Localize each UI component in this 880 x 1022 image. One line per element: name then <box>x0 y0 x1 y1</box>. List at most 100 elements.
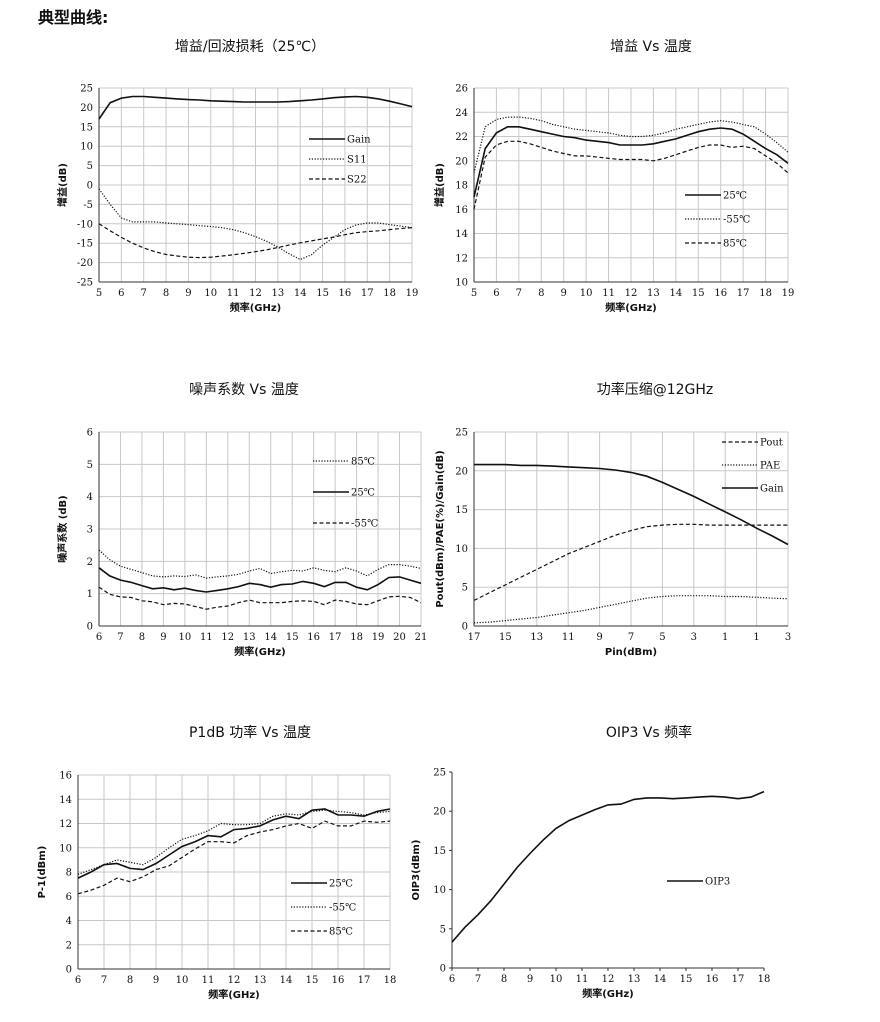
legend-label-Pout: Pout <box>760 438 783 449</box>
x-tick-label: 8 <box>163 288 169 299</box>
x-tick-label: 8 <box>139 632 145 643</box>
y-tick-label: -20 <box>77 258 93 269</box>
y-axis-title: Pout(dBm)/PAE(%)/Gain(dB) <box>435 450 446 607</box>
chart-title-gain-return-loss: 增益/回波损耗（25℃） <box>174 39 326 55</box>
x-tick-label: 16 <box>339 288 352 299</box>
x-tick-label: 7 <box>628 632 634 643</box>
x-tick-label: 14 <box>669 288 682 299</box>
x-tick-label: 6 <box>75 975 81 986</box>
y-tick-label: 24 <box>455 108 468 119</box>
y-tick-label: 22 <box>455 132 468 143</box>
x-tick-label: 9 <box>160 632 166 643</box>
x-tick-label: 13 <box>243 632 256 643</box>
y-tick-label: 12 <box>455 253 468 264</box>
chart-title-power-compression: 功率压缩@12GHz <box>596 382 714 398</box>
series-line-85℃ <box>77 820 391 895</box>
x-axis-title: Pin(dBm) <box>605 647 657 658</box>
y-tick-label: 10 <box>455 278 468 289</box>
y-tick-label: 2 <box>66 940 72 951</box>
y-tick-label: 14 <box>59 795 72 806</box>
legend-label-85℃: 85℃ <box>723 239 747 250</box>
x-tick-label: 11 <box>576 974 589 985</box>
x-tick-label: 9 <box>561 288 567 299</box>
x-tick-label: 11 <box>602 288 615 299</box>
chart-title-p1db-vs-temperature: P1dB 功率 Vs 温度 <box>188 725 312 741</box>
x-tick-label: 10 <box>550 974 563 985</box>
x-tick-label: 18 <box>383 288 396 299</box>
series-line-Gain <box>98 95 413 120</box>
x-tick-label: 14 <box>654 974 667 985</box>
legend-label-PAE: PAE <box>760 461 780 472</box>
section-heading: 典型曲线: <box>38 8 109 27</box>
y-axis-title: 噪声系数 (dB) <box>56 495 69 562</box>
x-tick-label: 7 <box>101 975 107 986</box>
x-tick-label: 5 <box>659 632 665 643</box>
y-tick-label: -5 <box>83 200 93 211</box>
x-tick-label: 12 <box>249 288 262 299</box>
legend-label-Gain: Gain <box>760 484 784 495</box>
x-tick-label: 8 <box>501 974 507 985</box>
x-tick-label: 5 <box>96 288 102 299</box>
y-axis-title: 增益(dB) <box>433 163 446 207</box>
legend-label-85℃: 85℃ <box>329 927 353 938</box>
y-tick-label: 5 <box>87 460 93 471</box>
x-tick-label: 15 <box>692 288 705 299</box>
chart-1: 5 6 7 8 9 10 11 12 13 14 15 16 17 18 19 -25 -20 -15 -10 -5 0… <box>56 84 418 315</box>
x-tick-label: 12 <box>625 288 638 299</box>
y-tick-label: -25 <box>77 278 93 289</box>
y-axis-title: 增益(dB) <box>56 163 69 207</box>
chart-4: 17 15 13 11 9 7 5 3 1 1 30510152025Pin(dBm)Pout(dB… <box>435 428 791 659</box>
x-tick-label: 7 <box>475 974 481 985</box>
x-tick-label: 7 <box>141 288 147 299</box>
x-tick-label: 12 <box>228 975 241 986</box>
x-tick-label: 18 <box>759 288 772 299</box>
y-tick-label: 5 <box>440 924 446 935</box>
y-tick-label: 6 <box>87 428 93 439</box>
x-tick-label: 17 <box>737 288 750 299</box>
legend-label-25℃: 25℃ <box>329 879 353 890</box>
x-tick-label: 9 <box>185 288 191 299</box>
y-tick-label: 25 <box>80 84 93 95</box>
x-tick-label: 16 <box>706 974 719 985</box>
series-line-OIP3 <box>451 790 765 943</box>
x-tick-label: 1 <box>722 632 728 643</box>
x-tick-label: 20 <box>393 632 406 643</box>
y-tick-label: 8 <box>66 868 72 879</box>
y-tick-label: 10 <box>80 142 93 153</box>
y-tick-label: 14 <box>455 229 468 240</box>
y-tick-label: 25 <box>433 768 446 779</box>
series-line-PAE <box>473 595 789 624</box>
x-axis-title: 频率(GHz) <box>234 645 286 658</box>
x-tick-label: 6 <box>449 974 455 985</box>
y-tick-label: 0 <box>87 181 93 192</box>
y-tick-label: 3 <box>87 525 93 536</box>
chart-title-oip3-vs-frequency: OIP3 Vs 频率 <box>605 725 693 741</box>
y-tick-label: 20 <box>455 156 468 167</box>
y-tick-label: 26 <box>455 84 468 95</box>
y-tick-label: 4 <box>66 916 72 927</box>
chart-title-noise-figure: 噪声系数 Vs 温度 <box>189 382 299 398</box>
series-line-Pout <box>473 523 788 601</box>
x-tick-label: 13 <box>647 288 660 299</box>
y-tick-label: 15 <box>80 122 93 133</box>
series-line--55℃ <box>98 586 422 610</box>
y-tick-label: 0 <box>462 622 468 633</box>
y-tick-label: -10 <box>77 219 93 230</box>
x-tick-label: 6 <box>118 288 124 299</box>
x-tick-label: 11 <box>562 632 575 643</box>
x-tick-label: 17 <box>361 288 374 299</box>
x-tick-label: 8 <box>538 288 544 299</box>
y-tick-label: 10 <box>433 885 446 896</box>
x-tick-label: 14 <box>264 632 277 643</box>
x-tick-label: 17 <box>329 632 342 643</box>
x-tick-label: 10 <box>204 288 217 299</box>
y-tick-label: 0 <box>87 622 93 633</box>
series-line-25℃ <box>473 126 789 198</box>
x-tick-label: 11 <box>200 632 213 643</box>
series-line-85℃ <box>98 549 422 579</box>
x-tick-label: 19 <box>782 288 795 299</box>
y-tick-label: 20 <box>455 466 468 477</box>
x-tick-label: 13 <box>530 632 543 643</box>
y-tick-label: -15 <box>77 239 93 250</box>
